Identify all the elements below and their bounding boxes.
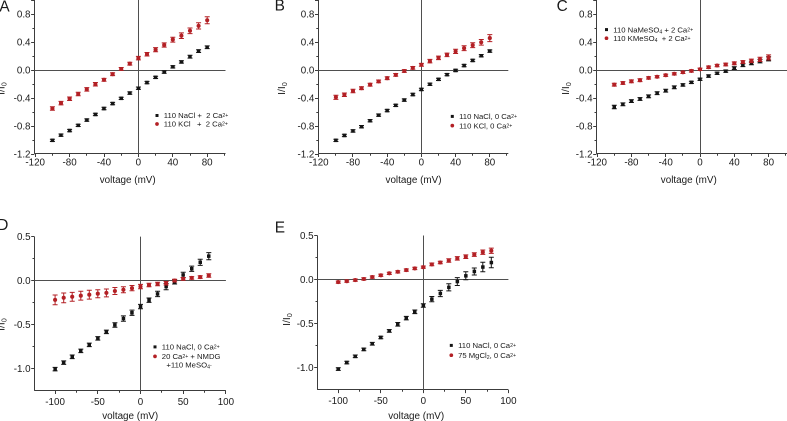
svg-text:0: 0: [419, 158, 425, 169]
svg-text:75 MgCl2, 0 Ca2+: 75 MgCl2, 0 Ca2+: [458, 351, 516, 361]
svg-text:A: A: [0, 0, 10, 16]
svg-text:40: 40: [729, 158, 740, 169]
svg-text:-1.0: -1.0: [297, 363, 314, 374]
svg-text:E: E: [275, 220, 285, 237]
svg-text:-120: -120: [25, 158, 45, 169]
svg-text:0.5: 0.5: [300, 231, 314, 242]
svg-text:I/I0: I/I0: [282, 313, 294, 326]
svg-text:voltage (mV): voltage (mV): [388, 411, 444, 421]
svg-text:80: 80: [484, 158, 495, 169]
svg-text:-120: -120: [587, 158, 607, 169]
svg-text:I/I0: I/I0: [561, 82, 573, 95]
svg-text:I/I0: I/I0: [277, 82, 289, 95]
svg-text:110 KCl, 0 Ca2+: 110 KCl, 0 Ca2+: [459, 121, 512, 130]
svg-text:-40: -40: [97, 158, 112, 169]
svg-text:voltage (mV): voltage (mV): [100, 175, 156, 186]
svg-text:0: 0: [421, 396, 427, 407]
svg-text:-0.4: -0.4: [298, 94, 315, 105]
svg-text:-0.8: -0.8: [298, 122, 315, 133]
svg-text:110 KMeSO4 + 2 Ca2+: 110 KMeSO4 + 2 Ca2+: [613, 34, 690, 44]
svg-text:C: C: [557, 0, 568, 15]
svg-text:110 NaCl + 2 Ca2+: 110 NaCl + 2 Ca2+: [164, 111, 229, 120]
svg-text:110 NaMeSO4 + 2 Ca2+: 110 NaMeSO4 + 2 Ca2+: [613, 25, 693, 35]
svg-text:-120: -120: [309, 158, 329, 169]
svg-text:voltage (mV): voltage (mV): [661, 175, 717, 186]
svg-text:0.8: 0.8: [579, 10, 593, 21]
svg-text:40: 40: [450, 158, 461, 169]
svg-text:-40: -40: [380, 158, 395, 169]
svg-text:110 NaCl, 0 Ca2+: 110 NaCl, 0 Ca2+: [162, 343, 220, 352]
svg-text:0: 0: [138, 397, 144, 408]
svg-text:110 NaCl, 0 Ca2+: 110 NaCl, 0 Ca2+: [458, 341, 516, 350]
svg-text:100: 100: [218, 397, 235, 408]
svg-text:-1.0: -1.0: [14, 364, 31, 375]
svg-text:+110 MeSO4-: +110 MeSO4-: [166, 360, 212, 370]
svg-text:80: 80: [763, 158, 774, 169]
svg-text:B: B: [275, 0, 285, 14]
svg-text:0.8: 0.8: [17, 10, 31, 21]
svg-text:-80: -80: [624, 158, 639, 169]
svg-text:0: 0: [136, 158, 142, 169]
svg-text:110 NaCl, 0 Ca2+: 110 NaCl, 0 Ca2+: [459, 112, 517, 121]
svg-text:80: 80: [202, 158, 213, 169]
svg-text:-0.8: -0.8: [14, 122, 31, 133]
svg-text:-1.2: -1.2: [576, 150, 593, 161]
svg-text:-100: -100: [328, 396, 348, 407]
svg-text:-0.4: -0.4: [14, 94, 31, 105]
svg-text:-100: -100: [45, 397, 65, 408]
svg-text:50: 50: [178, 397, 189, 408]
svg-text:-80: -80: [346, 158, 361, 169]
svg-text:I/I0: I/I0: [0, 318, 8, 331]
svg-text:0.0: 0.0: [17, 66, 31, 77]
svg-text:0: 0: [697, 158, 703, 169]
svg-text:20 Ca2+ + NMDG: 20 Ca2+ + NMDG: [162, 352, 221, 361]
svg-text:100: 100: [500, 396, 517, 407]
svg-text:I/I0: I/I0: [0, 82, 8, 95]
svg-text:0.4: 0.4: [301, 38, 315, 49]
svg-text:-0.5: -0.5: [14, 320, 31, 331]
svg-text:0.8: 0.8: [301, 10, 315, 21]
svg-text:0.4: 0.4: [579, 38, 593, 49]
svg-text:-0.8: -0.8: [576, 122, 593, 133]
svg-text:0.5: 0.5: [17, 232, 31, 243]
svg-text:110 KCl + 2 Ca2+: 110 KCl + 2 Ca2+: [164, 120, 228, 129]
svg-text:-0.4: -0.4: [576, 94, 593, 105]
svg-text:0.0: 0.0: [579, 66, 593, 77]
svg-text:-50: -50: [374, 396, 389, 407]
svg-text:-1.2: -1.2: [298, 150, 315, 161]
svg-text:D: D: [0, 217, 8, 234]
svg-text:50: 50: [460, 396, 471, 407]
svg-text:0.0: 0.0: [300, 275, 314, 286]
svg-text:-1.2: -1.2: [14, 150, 31, 161]
svg-text:0.0: 0.0: [17, 276, 31, 287]
svg-text:40: 40: [167, 158, 178, 169]
svg-text:-0.5: -0.5: [297, 319, 314, 330]
svg-text:-50: -50: [91, 397, 106, 408]
svg-text:voltage (mV): voltage (mV): [102, 411, 158, 421]
svg-text:-40: -40: [659, 158, 674, 169]
svg-text:0.0: 0.0: [301, 66, 315, 77]
svg-text:-80: -80: [63, 158, 78, 169]
svg-text:voltage (mV): voltage (mV): [386, 175, 442, 186]
svg-text:0.4: 0.4: [17, 38, 31, 49]
